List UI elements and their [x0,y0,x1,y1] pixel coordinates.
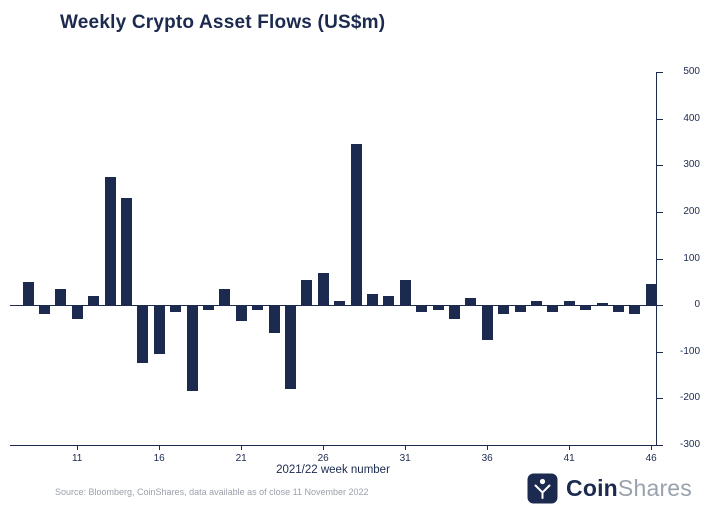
x-tick-label: 16 [153,453,165,464]
coinshares-logo: CoinShares [527,473,692,504]
bar-week-28 [350,144,362,306]
x-axis-line [10,445,657,446]
y-tick [657,398,663,400]
zero-baseline [10,305,656,307]
y-tick-label: 0 [694,299,700,311]
x-tick-label: 26 [317,453,329,464]
x-tick-label: 46 [645,453,657,464]
logo-wordmark: CoinShares [566,477,692,500]
y-tick [657,211,663,213]
bar-week-27 [334,300,346,306]
bar-week-22 [252,305,264,310]
bar-week-29 [366,293,378,306]
bar-week-19 [202,305,214,310]
bar-week-41 [563,300,575,306]
y-tick-label: 300 [683,159,700,171]
plot-area [10,72,657,445]
bar-chart: 500 400 300 200 100 0 -100 -200 -300 11 16 21 26 31 3… [10,66,710,492]
bar-week-15 [137,305,149,364]
bar-week-9 [38,305,50,315]
x-tick-label: 41 [563,453,575,464]
y-tick [657,165,663,167]
y-tick-label: -100 [679,345,700,357]
y-tick-label: 500 [683,66,700,77]
y-tick-label: -300 [679,439,700,450]
bar-week-39 [530,300,542,306]
y-tick [657,305,663,307]
bar-week-21 [235,305,247,322]
x-tick [569,446,571,450]
bar-week-25 [301,279,313,306]
x-tick [487,446,489,450]
bar-week-18 [186,305,198,392]
bar-week-14 [120,197,132,306]
y-tick-label: -200 [679,392,700,404]
x-tick-label: 21 [235,453,247,464]
x-tick [323,446,325,450]
bar-week-43 [596,302,608,306]
x-axis: 11 16 21 26 31 36 41 46 [10,72,710,492]
bar-week-42 [580,305,592,310]
y-tick [657,445,663,446]
source-note: Source: Bloomberg, CoinShares, data avai… [55,487,369,497]
y-tick [657,351,663,353]
bar-week-37 [498,305,510,315]
logo-text-coin: Coin [566,475,618,501]
coinshares-logo-icon [527,473,558,504]
bar-week-32 [416,305,428,313]
bar-week-40 [547,305,559,313]
y-axis: 500 400 300 200 100 0 -100 -200 -300 [10,66,710,492]
bar-week-45 [629,305,641,315]
bar-week-35 [465,298,477,306]
bar-week-11 [71,305,83,320]
bar-week-46 [645,284,657,306]
x-tick-label: 36 [481,453,493,464]
bar-week-17 [170,305,182,313]
bar-week-20 [219,288,231,306]
y-tick-label: 400 [683,112,700,124]
logo-text-shares: Shares [617,475,692,501]
x-tick-label: 11 [71,453,83,464]
y-tick [657,118,663,120]
bar-week-34 [448,305,460,320]
bar-week-23 [268,305,280,334]
y-tick [657,258,663,260]
bar-week-10 [55,288,67,306]
x-tick [241,446,243,450]
x-tick [651,446,653,450]
x-tick [159,446,161,450]
y-axis-line [656,72,657,446]
x-tick-label: 31 [399,453,411,464]
bar-week-33 [432,305,444,310]
x-tick [405,446,407,450]
bar-week-8 [22,281,34,306]
y-tick-label: 200 [683,205,700,217]
bar-week-36 [481,305,493,341]
bar-week-13 [104,176,116,306]
x-tick [77,446,79,450]
y-tick [657,72,663,73]
chart-title: Weekly Crypto Asset Flows (US$m) [60,12,386,33]
bar-week-31 [399,279,411,306]
bar-week-26 [317,272,329,306]
x-axis-title: 2021/22 week number [276,464,390,476]
bar-week-30 [383,295,395,306]
bar-week-24 [284,305,296,389]
bar-week-44 [612,305,624,313]
y-tick-label: 100 [683,252,700,264]
bar-week-38 [514,305,526,313]
bar-week-12 [88,295,100,306]
bar-week-16 [153,305,165,355]
